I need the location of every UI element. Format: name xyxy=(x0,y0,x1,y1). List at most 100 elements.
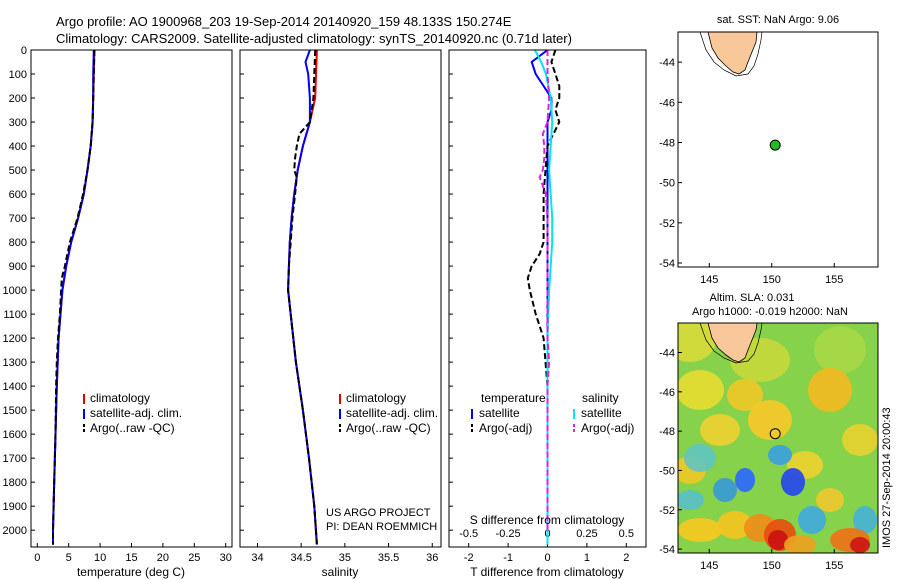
sla-map-panel: Altim. SLA: 0.031 Argo h1000: -0.019 h20… xyxy=(659,292,893,572)
salinity-xtick-label: 35 xyxy=(339,552,351,564)
sla-map-anomaly-cell xyxy=(727,379,763,411)
sla-map-anomaly-cell xyxy=(768,530,788,550)
depth-tick-label: 1600 xyxy=(3,429,27,441)
difference-xtick-label: 1 xyxy=(584,552,590,564)
sla-map-anomaly-cell xyxy=(781,468,805,496)
sla-map-anomaly-cell xyxy=(798,506,826,534)
sla-map-anomaly-cell xyxy=(808,368,852,412)
difference-xtick-label: -1 xyxy=(503,552,513,564)
difference-xtick-top-label: 0.5 xyxy=(619,528,634,540)
map_sla-ytick-label: -46 xyxy=(659,387,675,399)
temperature-xtick-label: 0 xyxy=(34,552,40,564)
sla-map-anomaly-cell xyxy=(678,490,704,510)
sla-map-anomaly-cell xyxy=(784,535,816,553)
temperature-grid-ticks: 0 5 10 15 20 25 300100200300400500600700800900… xyxy=(3,45,232,564)
map_sst-xtick-label: 155 xyxy=(825,274,843,286)
sst-map-land-tasmania xyxy=(707,31,758,75)
temperature-series-1 xyxy=(52,49,95,545)
difference-xtick-top-label: -0.5 xyxy=(459,528,478,540)
map_sst-xtick-label: 145 xyxy=(700,274,718,286)
map_sst-ytick-label: -52 xyxy=(659,218,675,230)
salinity-legend-label: satellite-adj. clim. xyxy=(346,406,438,420)
sla-map-land-tasmania xyxy=(707,323,758,363)
sst-map-frame xyxy=(677,31,879,268)
temperature-xtick-label: 10 xyxy=(94,552,106,564)
sla-map-anomaly-cell xyxy=(678,370,724,410)
depth-tick-label: 1300 xyxy=(3,357,27,369)
sla-map-anomaly-cell xyxy=(700,414,740,446)
depth-tick-label: 0 xyxy=(21,45,27,57)
sla-map-anomaly-cell xyxy=(678,323,716,362)
difference-legend: temperature salinitysatelliteArgo(-adj)sa… xyxy=(471,391,634,435)
sst-map-contour xyxy=(699,31,763,77)
sla-map-contour xyxy=(699,323,763,364)
difference-legend-label: satellite xyxy=(581,406,622,420)
sla-map-anomaly-cell xyxy=(684,444,716,472)
difference-legend-label: Argo(-adj) xyxy=(581,421,634,435)
depth-tick-label: 1200 xyxy=(3,333,27,345)
salinity-annotation-line-2: PI: DEAN ROEMMICH xyxy=(326,521,437,533)
difference-xtick-top-label: -0.25 xyxy=(496,528,521,540)
salinity-xtick-label: 34 xyxy=(251,552,263,564)
depth-tick-label: 2000 xyxy=(3,525,27,537)
sla-map-frame xyxy=(677,322,879,554)
temperature-xtick-label: 30 xyxy=(220,552,232,564)
map_sla-ytick-label: -54 xyxy=(659,544,675,556)
temperature-panel: 0 5 10 15 20 25 300100200300400500600700800900… xyxy=(3,45,233,579)
sla-map-anomaly-cell xyxy=(748,400,792,440)
map_sst-ytick-label: -54 xyxy=(659,258,675,270)
temperature-series-0 xyxy=(52,49,96,545)
map_sst-ytick-label: -50 xyxy=(659,178,675,190)
map_sla-ytick-label: -48 xyxy=(659,426,675,438)
temperature-legend-label: climatology xyxy=(90,391,150,405)
sst-map-ticks: 145 150 155 -44 -46 -48 -50 -52 -54 xyxy=(659,57,843,286)
temperature-xtick-label: 15 xyxy=(125,552,137,564)
difference-xtick-label: 0 xyxy=(544,552,550,564)
depth-tick-label: 800 xyxy=(9,237,27,249)
difference-ticks: -2 -1 0 1 2-0.5 -0.25 0 0.25 0.5 xyxy=(449,49,634,564)
temperature-xtick-label: 20 xyxy=(157,552,169,564)
depth-tick-label: 500 xyxy=(9,165,27,177)
sla-map-side-label: IMOS 27-Sep-2014 20:00:43 xyxy=(881,407,893,548)
map_sst-xtick-label: 150 xyxy=(763,274,781,286)
depth-tick-label: 900 xyxy=(9,261,27,273)
salinity-series-0 xyxy=(287,49,318,545)
difference-series-2 xyxy=(534,49,554,545)
difference-series xyxy=(526,49,561,545)
depth-tick-label: 700 xyxy=(9,213,27,225)
header-line-1: Argo profile: AO 1900968_203 19-Sep-2014… xyxy=(56,14,512,29)
difference-xtick-label: 2 xyxy=(623,552,629,564)
sla-map-anomaly-cell xyxy=(717,511,753,539)
sla-map-ticks: 145 150 155 -44 -46 -48 -50 -52 -54 xyxy=(659,347,843,572)
difference-panel: -2 -1 0 1 2-0.5 -0.25 0 0.25 0.5 S difference fr… xyxy=(448,49,647,579)
difference-series-1 xyxy=(526,49,561,545)
salinity-legend-label: climatology xyxy=(346,391,406,405)
depth-tick-label: 400 xyxy=(9,141,27,153)
temperature-series xyxy=(52,49,96,545)
salinity-series-1 xyxy=(287,49,318,545)
difference-xlabel: T difference from climatology xyxy=(470,565,624,579)
temperature-series-2 xyxy=(52,49,96,545)
salinity-xlabel: salinity xyxy=(322,565,359,579)
sst-map-panel: sat. SST: NaN Argo: 9.06 145 150 155 -44 -46… xyxy=(659,14,879,286)
map_sla-ytick-label: -44 xyxy=(659,347,675,359)
salinity-grid-ticks: 34 34.5 35 35.5 36 xyxy=(240,49,438,564)
map_sst-ytick-label: -46 xyxy=(659,97,675,109)
temperature-xlabel: temperature (deg C) xyxy=(77,565,185,579)
depth-tick-label: 300 xyxy=(9,117,27,129)
depth-tick-label: 600 xyxy=(9,189,27,201)
depth-tick-label: 200 xyxy=(9,93,27,105)
sla-map-title-line-1: Altim. SLA: 0.031 xyxy=(710,292,795,304)
salinity-xtick-label: 35.5 xyxy=(378,552,399,564)
map_sla-xtick-label: 155 xyxy=(825,560,843,572)
salinity-xtick-label: 36 xyxy=(426,552,438,564)
depth-tick-label: 1800 xyxy=(3,477,27,489)
difference-legend-title-t: temperature xyxy=(481,391,546,405)
sla-map-anomaly-cell xyxy=(735,468,755,492)
salinity-annotation-line-1: US ARGO PROJECT xyxy=(326,507,431,519)
temperature-xtick-label: 25 xyxy=(188,552,200,564)
temperature-xtick-label: 5 xyxy=(66,552,72,564)
depth-tick-label: 1500 xyxy=(3,405,27,417)
salinity-panel: 34 34.5 35 35.5 36 salinity climatologysatel… xyxy=(239,49,442,579)
